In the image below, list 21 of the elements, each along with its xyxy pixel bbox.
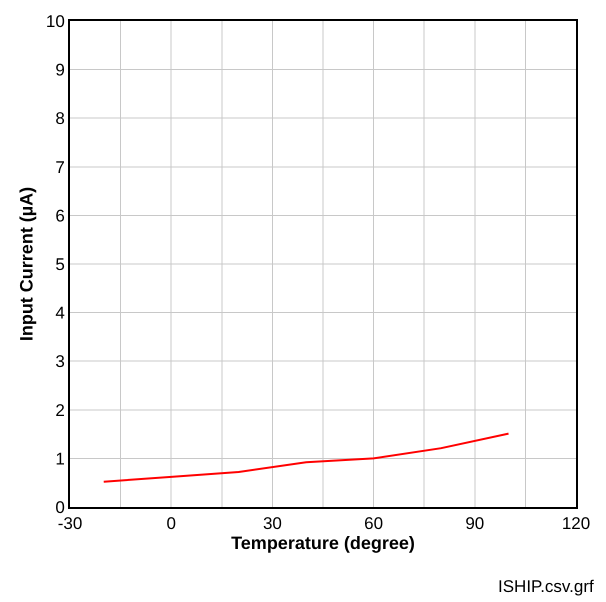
y-axis-title: Input Current (µA) — [16, 186, 37, 342]
x-tick-label: 90 — [465, 514, 484, 534]
x-tick-label: -30 — [58, 514, 82, 534]
y-tick-label: 4 — [55, 304, 65, 323]
y-tick-label: 1 — [55, 449, 65, 468]
y-tick-label: 3 — [55, 352, 65, 372]
x-tick-label: 30 — [262, 514, 282, 534]
line-series — [102, 432, 510, 483]
text: ISHIP.csv.grf — [498, 577, 594, 596]
y-tick-label: 7 — [55, 158, 65, 177]
y-tick-label: 0 — [55, 498, 65, 517]
y-tick-label: 2 — [55, 400, 65, 420]
y-tick-label: 9 — [55, 60, 65, 80]
y-tick-label: 8 — [55, 109, 65, 128]
y-tick-label: 6 — [55, 206, 65, 226]
x-tick-label: 0 — [166, 514, 176, 534]
x-tick-label: 120 — [562, 514, 590, 534]
y-tick-label: 5 — [55, 254, 65, 274]
x-tick-label: 60 — [364, 514, 384, 534]
x-axis-title: Temperature (degree) — [231, 533, 415, 554]
y-tick-label: 10 — [46, 12, 65, 31]
